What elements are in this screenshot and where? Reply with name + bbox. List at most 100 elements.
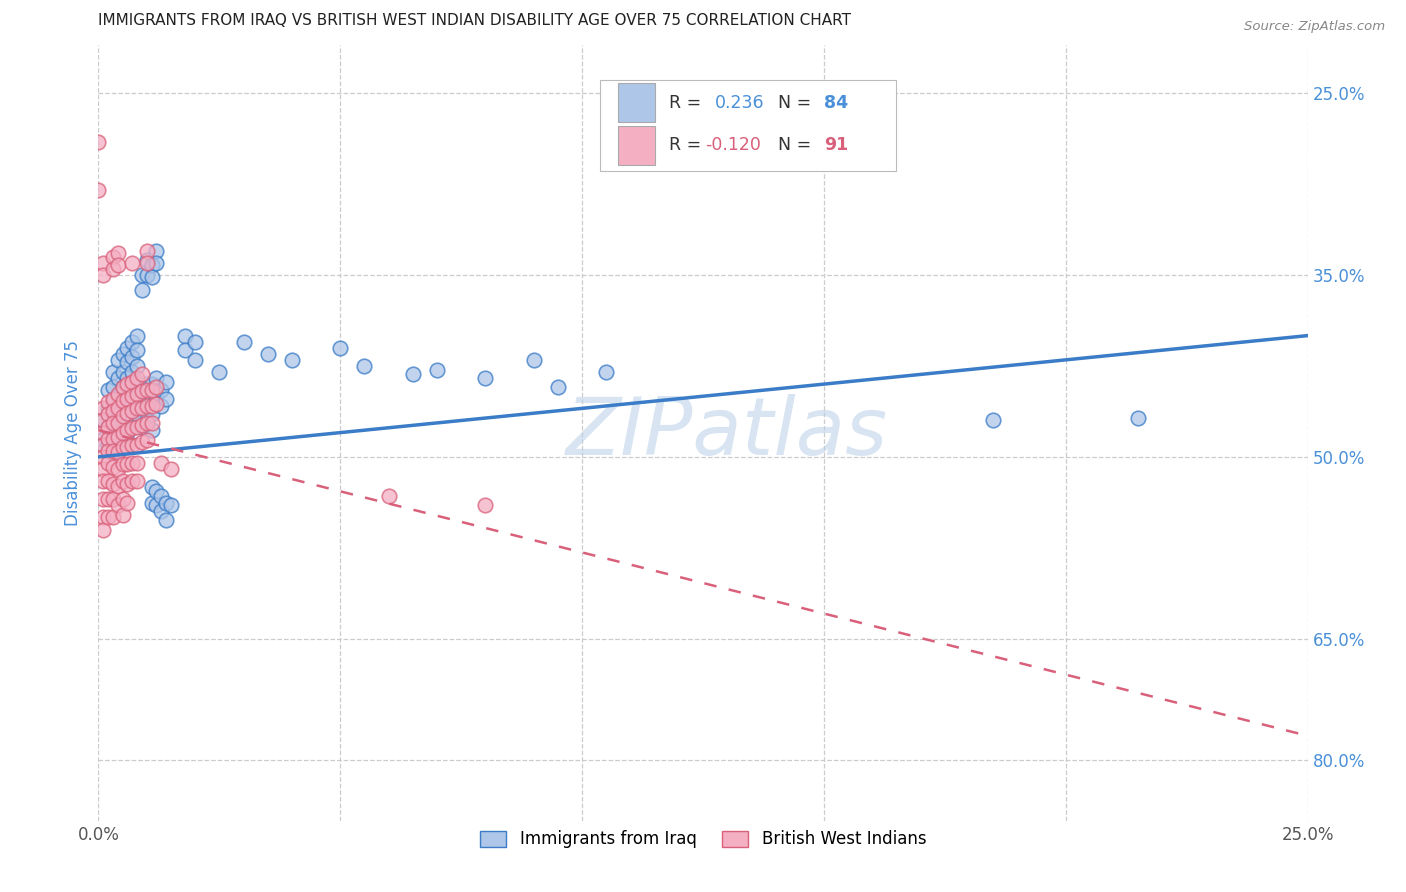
- Point: [474, 371, 496, 385]
- Point: [87, 135, 110, 149]
- Point: [232, 334, 254, 349]
- Point: [107, 352, 129, 367]
- Point: [117, 392, 139, 406]
- Point: [150, 489, 173, 503]
- Point: [97, 474, 120, 488]
- Point: [121, 456, 143, 470]
- Point: [281, 352, 304, 367]
- Point: [131, 419, 153, 434]
- Point: [127, 438, 149, 452]
- Point: [117, 355, 139, 369]
- Point: [101, 510, 124, 524]
- Point: [121, 256, 143, 270]
- Point: [91, 510, 114, 524]
- Point: [101, 443, 124, 458]
- Point: [117, 457, 139, 471]
- Point: [127, 408, 149, 422]
- Point: [131, 401, 153, 416]
- Point: [117, 408, 139, 422]
- Point: [127, 419, 149, 434]
- Point: [145, 256, 167, 270]
- Point: [97, 408, 120, 422]
- Point: [97, 456, 120, 470]
- Point: [377, 489, 399, 503]
- Point: [145, 371, 167, 385]
- Point: [160, 499, 183, 513]
- Point: [91, 425, 114, 440]
- Point: [155, 392, 177, 406]
- Point: [145, 483, 167, 498]
- Point: [117, 341, 139, 355]
- Point: [121, 421, 143, 435]
- Point: [111, 409, 134, 423]
- Point: [111, 432, 134, 446]
- Point: [141, 383, 163, 397]
- Point: [474, 499, 496, 513]
- Text: IMMIGRANTS FROM IRAQ VS BRITISH WEST INDIAN DISABILITY AGE OVER 75 CORRELATION C: IMMIGRANTS FROM IRAQ VS BRITISH WEST IND…: [98, 13, 852, 29]
- Point: [111, 440, 134, 454]
- Point: [101, 413, 124, 427]
- Point: [141, 416, 163, 430]
- Point: [91, 474, 114, 488]
- Point: [101, 459, 124, 474]
- Point: [160, 462, 183, 476]
- Point: [150, 456, 173, 470]
- Point: [135, 383, 157, 397]
- Text: 91: 91: [824, 136, 848, 154]
- Point: [87, 183, 110, 197]
- Point: [111, 492, 134, 507]
- Point: [107, 246, 129, 260]
- Point: [121, 351, 143, 365]
- Point: [150, 399, 173, 413]
- Point: [141, 258, 163, 272]
- Point: [97, 492, 120, 507]
- Point: [101, 476, 124, 491]
- Point: [127, 359, 149, 373]
- Point: [127, 371, 149, 385]
- Point: [111, 365, 134, 379]
- Point: [91, 432, 114, 446]
- Point: [101, 432, 124, 446]
- Point: [141, 496, 163, 510]
- Point: [111, 413, 134, 427]
- Point: [127, 456, 149, 470]
- Point: [91, 450, 114, 464]
- Point: [141, 392, 163, 406]
- Point: [145, 499, 167, 513]
- Point: [107, 462, 129, 476]
- Point: [141, 480, 163, 494]
- Point: [595, 365, 617, 379]
- Point: [107, 386, 129, 401]
- Point: [121, 413, 143, 427]
- Point: [131, 384, 153, 399]
- Point: [141, 408, 163, 422]
- Point: [107, 445, 129, 459]
- Point: [91, 462, 114, 476]
- Point: [145, 244, 167, 258]
- Point: [121, 404, 143, 418]
- Point: [127, 375, 149, 389]
- Point: [141, 423, 163, 437]
- Point: [117, 423, 139, 437]
- Point: [184, 352, 207, 367]
- Point: [141, 270, 163, 285]
- Point: [117, 371, 139, 385]
- Bar: [619, 126, 655, 165]
- Point: [91, 492, 114, 507]
- Point: [117, 476, 139, 491]
- Point: [131, 401, 153, 416]
- Point: [131, 368, 153, 382]
- Point: [111, 379, 134, 393]
- Point: [155, 375, 177, 389]
- Point: [402, 368, 425, 382]
- Text: N =: N =: [778, 136, 817, 154]
- Point: [97, 443, 120, 458]
- Point: [127, 389, 149, 403]
- Point: [117, 440, 139, 454]
- Point: [121, 474, 143, 488]
- Point: [208, 365, 231, 379]
- Point: [117, 389, 139, 403]
- Point: [91, 268, 114, 282]
- Point: [135, 256, 157, 270]
- Point: [145, 396, 167, 410]
